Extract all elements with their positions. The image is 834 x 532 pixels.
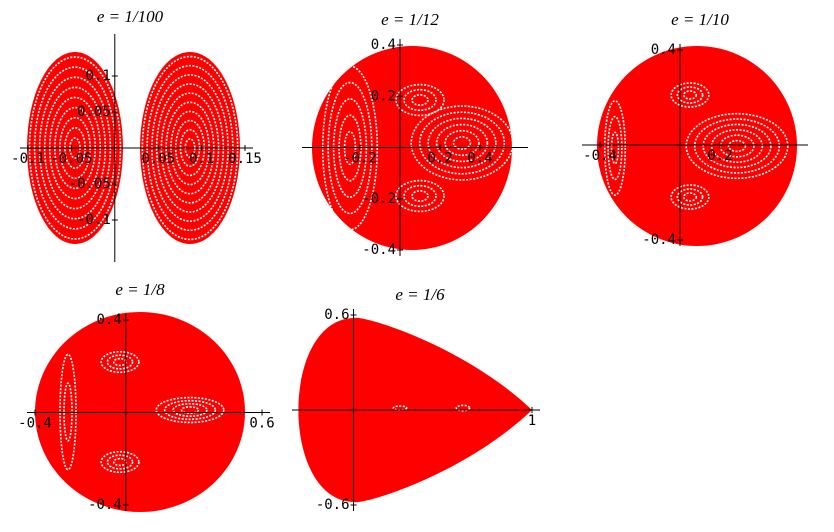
y-tick-label: -0.05 bbox=[69, 176, 111, 192]
x-tick-label: 0.2 bbox=[427, 151, 452, 167]
orbit bbox=[693, 118, 781, 174]
x-tick-label: 0.4 bbox=[467, 151, 492, 167]
y-tick-label: 0.4 bbox=[97, 312, 122, 328]
orbit bbox=[682, 192, 698, 202]
orbit bbox=[403, 88, 437, 112]
orbit bbox=[676, 188, 704, 206]
orbit bbox=[180, 406, 200, 414]
orbit bbox=[410, 105, 514, 181]
orbit bbox=[607, 115, 623, 181]
orbit bbox=[395, 179, 445, 213]
orbit bbox=[603, 100, 627, 196]
orbit bbox=[676, 86, 704, 104]
chart-title: e = 1/6 bbox=[395, 285, 445, 304]
orbit bbox=[710, 129, 764, 163]
orbit bbox=[685, 112, 789, 180]
orbit bbox=[427, 117, 497, 169]
chart-title: e = 1/10 bbox=[671, 10, 729, 29]
y-tick-label: 0.2 bbox=[371, 88, 396, 104]
orbit bbox=[418, 111, 506, 175]
y-tick-label: -0.4 bbox=[88, 497, 122, 513]
orbit bbox=[444, 129, 480, 157]
y-tick-label: -0.1 bbox=[77, 212, 111, 228]
orbit bbox=[100, 350, 140, 374]
x-tick-label: 1 bbox=[528, 413, 536, 429]
orbit bbox=[403, 184, 437, 208]
chart-title: e = 1/12 bbox=[381, 10, 439, 29]
orbit-region bbox=[597, 46, 797, 246]
orbit bbox=[702, 123, 772, 169]
orbit bbox=[106, 354, 134, 370]
panel: 1 -0.6 0.6 e = 1/6 bbox=[292, 285, 540, 513]
orbit bbox=[155, 396, 225, 424]
y-tick-label: 0.6 bbox=[324, 307, 349, 323]
x-tick-label: -0.2 bbox=[343, 151, 377, 167]
y-tick-label: 0.4 bbox=[651, 42, 676, 58]
orbit bbox=[395, 83, 445, 117]
orbit bbox=[452, 136, 472, 150]
orbit bbox=[435, 123, 489, 163]
panel: -0.1 -0.05 0.05 0.1 0.15 -0.1 -0.05 0.05 0.1 e = … bbox=[11, 7, 262, 262]
panel: -0.4 0.6 -0.4 0.4 e = 1/8 bbox=[18, 280, 275, 513]
orbit bbox=[411, 190, 429, 202]
x-tick-label: 0.2 bbox=[707, 148, 732, 164]
orbit bbox=[455, 404, 471, 412]
chart-title: e = 1/100 bbox=[97, 7, 164, 26]
x-tick-label: 0.05 bbox=[141, 151, 175, 167]
y-tick-label: 0.4 bbox=[371, 37, 396, 53]
x-tick-label: 0.15 bbox=[228, 151, 262, 167]
orbit bbox=[172, 402, 208, 418]
y-tick-label: -0.4 bbox=[362, 242, 396, 258]
x-tick-label: -0.4 bbox=[18, 416, 52, 432]
orbit bbox=[682, 90, 698, 100]
orbit bbox=[100, 450, 140, 474]
x-tick-label: -0.4 bbox=[583, 148, 617, 164]
y-tick-label: -0.6 bbox=[316, 497, 350, 513]
y-tick-label: -0.2 bbox=[362, 191, 396, 207]
orbit bbox=[727, 139, 747, 153]
chart-title: e = 1/8 bbox=[115, 280, 165, 299]
x-tick-label: 0.1 bbox=[189, 151, 214, 167]
panel: -0.2 0.2 0.4 -0.4 -0.2 0.2 0.4 e = 1/12 bbox=[302, 10, 528, 258]
orbit bbox=[411, 94, 429, 106]
orbit bbox=[670, 82, 710, 108]
x-tick-label: 0.6 bbox=[249, 416, 274, 432]
orbit bbox=[610, 131, 620, 165]
y-tick-label: -0.4 bbox=[642, 232, 676, 248]
y-tick-label: 0.1 bbox=[86, 68, 111, 84]
panel: -0.4 0.2 -0.4 0.4 e = 1/10 bbox=[582, 10, 808, 248]
y-tick-label: 0.05 bbox=[77, 104, 111, 120]
orbit bbox=[163, 399, 217, 421]
x-tick-label: -0.05 bbox=[50, 151, 92, 167]
orbit bbox=[106, 454, 134, 470]
x-tick-label: -0.1 bbox=[11, 151, 45, 167]
